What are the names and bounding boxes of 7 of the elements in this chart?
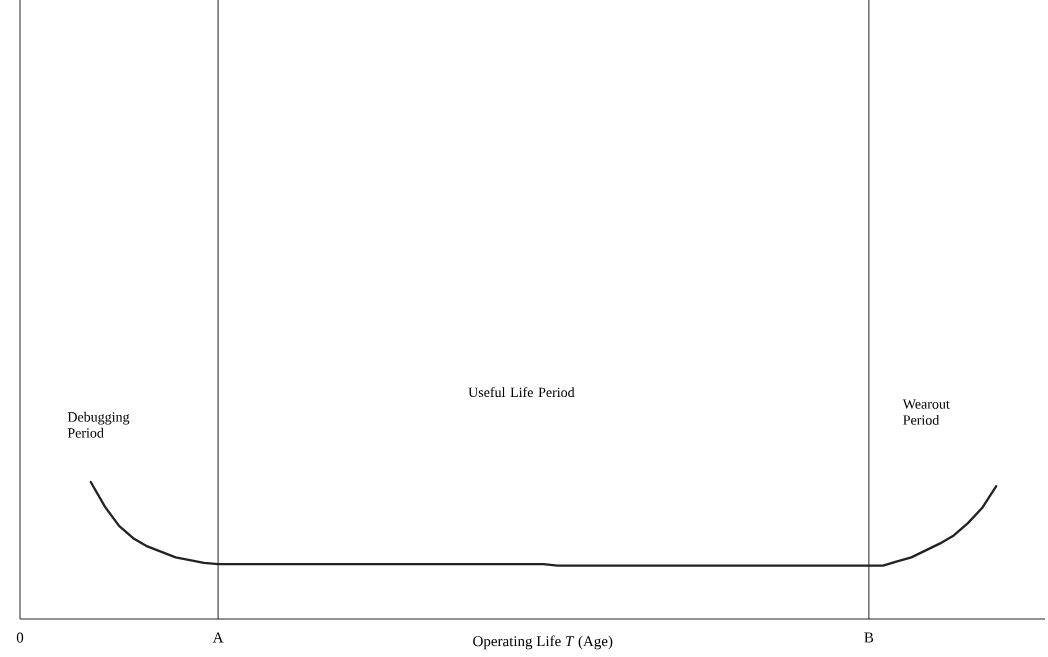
text: Useful Life Period [468, 387, 575, 398]
text: Debugging Period [67, 411, 130, 438]
x-axis-title: Operating Life T (Age) [473, 635, 613, 650]
x-tick-label: B [864, 632, 874, 643]
x-tick-label: 0 [16, 632, 24, 643]
text: Wearout Period [902, 399, 950, 425]
x-tick-label: A [212, 632, 224, 643]
